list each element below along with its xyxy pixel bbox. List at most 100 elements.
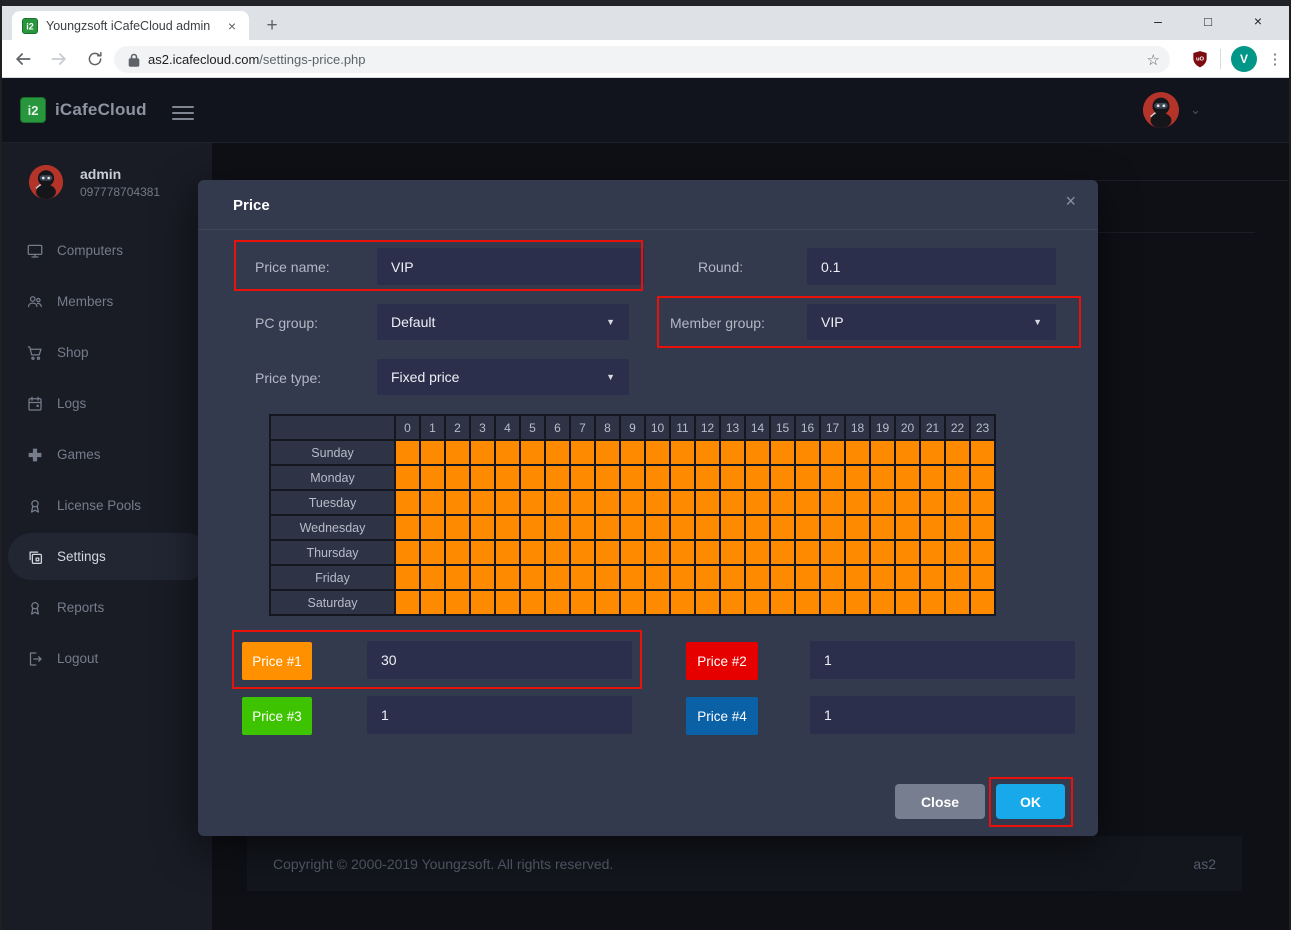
tab-close-icon[interactable]: × <box>223 17 241 35</box>
round-input[interactable] <box>807 248 1056 285</box>
grid-cell[interactable] <box>470 490 495 515</box>
grid-cell[interactable] <box>695 540 720 565</box>
grid-cell[interactable] <box>395 490 420 515</box>
grid-cell[interactable] <box>520 440 545 465</box>
grid-cell[interactable] <box>745 590 770 615</box>
grid-cell[interactable] <box>795 565 820 590</box>
grid-cell[interactable] <box>620 490 645 515</box>
grid-cell[interactable] <box>820 540 845 565</box>
browser-tab[interactable]: i2 Youngzsoft iCafeCloud admin × <box>12 11 249 40</box>
grid-cell[interactable] <box>470 590 495 615</box>
grid-cell[interactable] <box>445 490 470 515</box>
modal-close-icon[interactable]: × <box>1065 191 1076 212</box>
grid-cell[interactable] <box>795 590 820 615</box>
grid-cell[interactable] <box>970 540 995 565</box>
grid-cell[interactable] <box>420 490 445 515</box>
grid-cell[interactable] <box>895 565 920 590</box>
grid-cell[interactable] <box>420 515 445 540</box>
grid-cell[interactable] <box>845 440 870 465</box>
grid-cell[interactable] <box>420 590 445 615</box>
grid-cell[interactable] <box>395 465 420 490</box>
grid-cell[interactable] <box>595 465 620 490</box>
grid-cell[interactable] <box>895 465 920 490</box>
grid-cell[interactable] <box>695 440 720 465</box>
grid-cell[interactable] <box>970 590 995 615</box>
grid-cell[interactable] <box>620 565 645 590</box>
grid-cell[interactable] <box>495 515 520 540</box>
grid-cell[interactable] <box>870 465 895 490</box>
grid-cell[interactable] <box>795 515 820 540</box>
grid-cell[interactable] <box>895 490 920 515</box>
grid-cell[interactable] <box>570 515 595 540</box>
grid-cell[interactable] <box>670 440 695 465</box>
grid-cell[interactable] <box>770 515 795 540</box>
grid-cell[interactable] <box>945 590 970 615</box>
grid-cell[interactable] <box>745 540 770 565</box>
grid-cell[interactable] <box>720 515 745 540</box>
grid-cell[interactable] <box>495 465 520 490</box>
grid-cell[interactable] <box>895 590 920 615</box>
grid-cell[interactable] <box>970 465 995 490</box>
grid-cell[interactable] <box>820 590 845 615</box>
grid-cell[interactable] <box>595 440 620 465</box>
grid-cell[interactable] <box>445 565 470 590</box>
grid-cell[interactable] <box>920 565 945 590</box>
grid-cell[interactable] <box>845 490 870 515</box>
grid-cell[interactable] <box>570 565 595 590</box>
grid-cell[interactable] <box>920 590 945 615</box>
grid-cell[interactable] <box>620 465 645 490</box>
minimize-button[interactable]: – <box>1147 13 1169 29</box>
grid-cell[interactable] <box>770 540 795 565</box>
grid-cell[interactable] <box>695 515 720 540</box>
navbar-user-menu[interactable]: ⌄ <box>1142 91 1201 129</box>
grid-cell[interactable] <box>795 440 820 465</box>
price-3-button[interactable]: Price #3 <box>242 697 312 735</box>
grid-cell[interactable] <box>820 465 845 490</box>
grid-cell[interactable] <box>695 590 720 615</box>
kebab-menu-icon[interactable]: ⋮ <box>1267 50 1283 68</box>
grid-cell[interactable] <box>770 590 795 615</box>
grid-cell[interactable] <box>745 490 770 515</box>
grid-cell[interactable] <box>745 565 770 590</box>
grid-cell[interactable] <box>595 540 620 565</box>
grid-cell[interactable] <box>895 515 920 540</box>
grid-cell[interactable] <box>620 515 645 540</box>
back-button[interactable] <box>8 44 38 74</box>
grid-cell[interactable] <box>945 540 970 565</box>
forward-button[interactable] <box>44 44 74 74</box>
grid-cell[interactable] <box>545 515 570 540</box>
grid-cell[interactable] <box>745 515 770 540</box>
sidebar-item-reports[interactable]: Reports <box>2 582 212 633</box>
maximize-button[interactable]: □ <box>1197 14 1219 29</box>
ublock-shield-icon[interactable]: uO <box>1190 49 1210 69</box>
grid-cell[interactable] <box>395 540 420 565</box>
grid-cell[interactable] <box>495 540 520 565</box>
grid-cell[interactable] <box>670 515 695 540</box>
url-bar[interactable]: as2.icafecloud.com/settings-price.php ☆ <box>114 46 1170 73</box>
grid-cell[interactable] <box>595 515 620 540</box>
price-4-button[interactable]: Price #4 <box>686 697 758 735</box>
grid-cell[interactable] <box>795 465 820 490</box>
grid-cell[interactable] <box>945 515 970 540</box>
grid-cell[interactable] <box>520 515 545 540</box>
grid-cell[interactable] <box>920 440 945 465</box>
grid-cell[interactable] <box>570 590 595 615</box>
grid-cell[interactable] <box>920 540 945 565</box>
grid-cell[interactable] <box>545 465 570 490</box>
grid-cell[interactable] <box>870 540 895 565</box>
grid-cell[interactable] <box>570 540 595 565</box>
grid-cell[interactable] <box>645 490 670 515</box>
grid-cell[interactable] <box>870 590 895 615</box>
price-type-select[interactable]: Fixed price ▼ <box>377 359 629 395</box>
grid-cell[interactable] <box>445 440 470 465</box>
grid-cell[interactable] <box>720 590 745 615</box>
grid-cell[interactable] <box>595 590 620 615</box>
grid-cell[interactable] <box>545 590 570 615</box>
price-2-button[interactable]: Price #2 <box>686 642 758 680</box>
sidebar-item-license-pools[interactable]: License Pools <box>2 480 212 531</box>
grid-cell[interactable] <box>645 465 670 490</box>
grid-cell[interactable] <box>770 465 795 490</box>
grid-cell[interactable] <box>870 565 895 590</box>
grid-cell[interactable] <box>620 540 645 565</box>
grid-cell[interactable] <box>795 540 820 565</box>
